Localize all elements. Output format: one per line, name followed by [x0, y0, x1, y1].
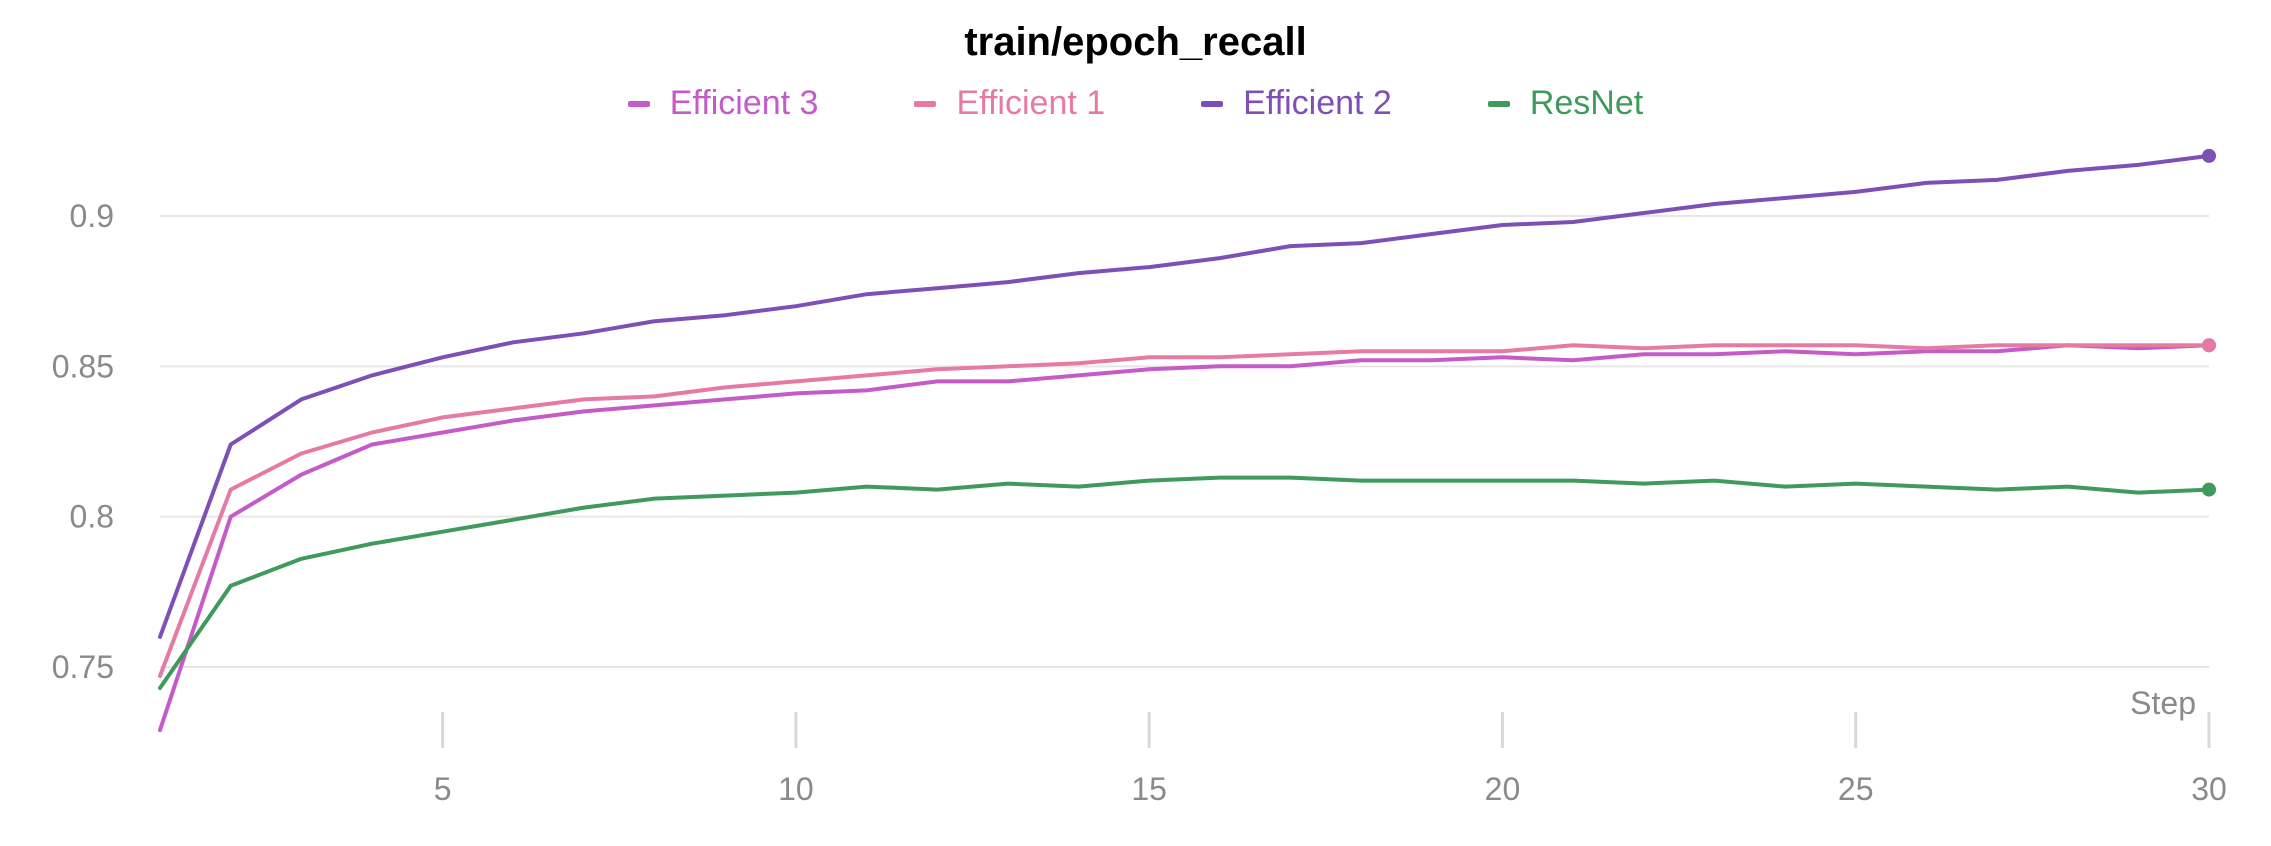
legend-swatch	[1487, 100, 1510, 107]
series-endpoint-resnet	[2202, 482, 2216, 497]
x-axis-label: Step	[2130, 685, 2196, 721]
series-line-efficient-3	[158, 343, 2211, 733]
x-tick-label: 15	[1131, 771, 1167, 807]
x-tick-label: 10	[778, 771, 814, 807]
legend-label: Efficient 2	[1243, 84, 1392, 122]
series-line-efficient-1	[158, 343, 2211, 678]
series-endpoint-efficient-1	[2202, 338, 2216, 353]
legend-swatch	[627, 100, 650, 107]
series-lines	[158, 148, 2216, 733]
x-tick-label: 30	[2191, 771, 2227, 807]
legend-label: Efficient 1	[956, 84, 1106, 122]
legend-item-efficient-2[interactable]: Efficient 2	[1201, 84, 1392, 123]
y-axis-ticks: 0.75 0.8 0.85 0.9	[52, 198, 114, 685]
legend-item-efficient-1[interactable]: Efficient 1	[914, 84, 1105, 123]
x-tick-label: 5	[434, 771, 452, 807]
x-axis-ticks: 5 10 15 20 25 30	[434, 712, 2227, 807]
series-endpoint-efficient-2	[2202, 148, 2216, 163]
legend-label: ResNet	[1529, 84, 1644, 122]
y-tick-label: 0.75	[52, 649, 114, 685]
legend-item-efficient-3[interactable]: Efficient 3	[627, 84, 819, 123]
legend-swatch	[1201, 100, 1224, 107]
y-tick-label: 0.85	[52, 348, 114, 384]
x-tick-label: 25	[1838, 771, 1874, 807]
y-tick-label: 0.9	[70, 198, 114, 234]
x-tick-label: 20	[1485, 771, 1521, 807]
gridlines	[160, 215, 2209, 668]
chart-title: train/epoch_recall	[964, 20, 1307, 64]
legend: Efficient 3 Efficient 1 Efficient 2 ResNet	[0, 84, 2271, 123]
series-line-efficient-2	[158, 153, 2211, 639]
legend-item-resnet[interactable]: ResNet	[1487, 84, 1644, 123]
legend-swatch	[914, 100, 937, 107]
series-line-resnet	[158, 475, 2211, 690]
y-tick-label: 0.8	[70, 499, 114, 535]
legend-label: Efficient 3	[669, 84, 819, 122]
